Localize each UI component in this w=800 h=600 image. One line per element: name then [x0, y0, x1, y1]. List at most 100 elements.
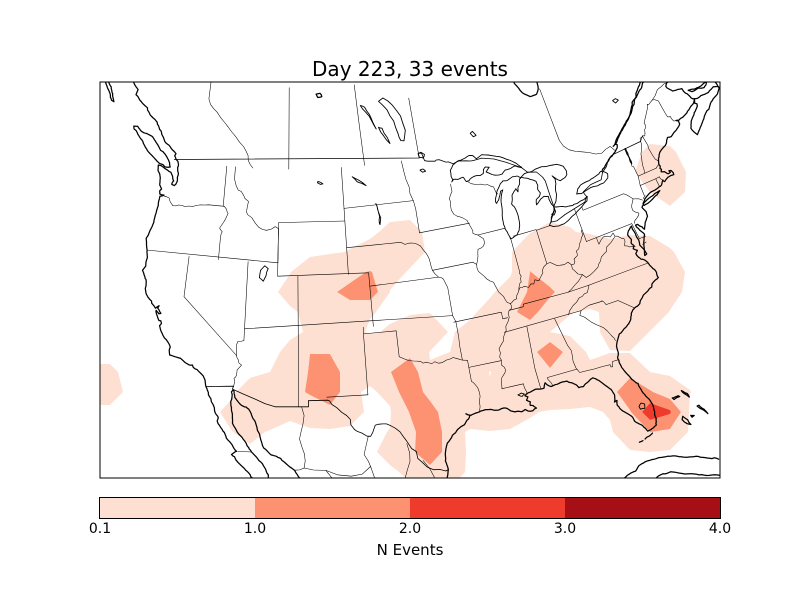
canadian-province-lines	[408, 97, 419, 154]
us-state-lines	[510, 236, 522, 291]
us-state-lines	[546, 261, 572, 266]
us-state-lines	[576, 359, 619, 373]
us-state-lines	[632, 198, 643, 201]
us-state-lines	[467, 181, 499, 195]
us-state-lines	[452, 315, 463, 361]
lakes	[317, 180, 324, 185]
lakes	[378, 126, 391, 144]
country-borders	[551, 196, 587, 223]
coastlines	[601, 143, 618, 172]
us-state-lines	[580, 300, 635, 311]
lakes	[419, 168, 427, 173]
us-state-lines	[398, 356, 463, 364]
us-state-lines	[343, 200, 414, 209]
us-state-lines	[579, 310, 616, 341]
coastlines	[104, 82, 115, 103]
us-state-lines	[501, 383, 528, 395]
us-state-lines	[363, 330, 400, 358]
us-state-lines	[448, 183, 453, 211]
canadian-province-lines	[353, 84, 365, 166]
us-state-lines	[582, 236, 616, 278]
us-state-lines	[504, 310, 582, 333]
us-state-lines	[183, 256, 237, 356]
mexican-state-lines	[363, 435, 371, 467]
lakes	[469, 130, 477, 138]
us-state-lines	[401, 160, 414, 201]
us-state-lines	[147, 249, 279, 264]
us-state-lines	[471, 380, 481, 412]
lakes	[449, 154, 523, 183]
coastlines	[639, 483, 647, 489]
coastlines	[675, 98, 696, 122]
us-state-lines	[536, 225, 550, 231]
us-state-lines	[536, 230, 548, 264]
colorbar-tick-1.0: 1.0	[243, 521, 267, 537]
country-borders	[173, 152, 474, 165]
us-state-lines	[568, 284, 590, 315]
mexican-state-lines	[303, 466, 371, 477]
country-borders	[602, 141, 641, 173]
plot-title: Day 223, 33 events	[312, 57, 508, 81]
us-state-lines	[554, 318, 578, 370]
us-state-lines	[462, 359, 472, 382]
lakes	[351, 176, 367, 187]
us-state-lines	[277, 228, 279, 264]
us-state-lines	[234, 166, 279, 231]
contour-band-2.0-3.0	[642, 403, 671, 420]
country-borders	[205, 385, 449, 472]
us-state-lines	[510, 289, 520, 304]
us-state-lines	[571, 264, 583, 275]
us-state-lines	[451, 209, 512, 389]
country-borders	[583, 172, 603, 193]
coastlines	[315, 92, 323, 99]
us-state-lines	[547, 377, 554, 387]
coastlines	[444, 119, 681, 478]
us-state-lines	[586, 223, 632, 242]
mexican-state-lines	[370, 466, 375, 478]
us-state-lines	[453, 311, 508, 323]
coastlines	[671, 395, 681, 401]
coastlines	[690, 414, 695, 418]
lakes	[375, 203, 382, 226]
us-state-lines	[222, 165, 228, 207]
country-borders	[520, 167, 555, 207]
us-state-lines	[581, 193, 634, 211]
canadian-province-lines	[643, 99, 653, 134]
colorbar-segment-0.1-1.0	[100, 498, 255, 518]
lakes	[612, 98, 619, 104]
mexican-state-lines	[237, 451, 253, 453]
us-state-lines	[158, 193, 225, 207]
map-frame	[99, 81, 721, 479]
coastlines	[690, 85, 720, 136]
coastlines	[513, 82, 539, 98]
colorbar-segment-2.0-3.0	[410, 498, 565, 518]
coastlines	[714, 82, 720, 89]
us-state-lines	[419, 222, 470, 234]
lakes	[517, 392, 525, 397]
us-state-lines	[571, 229, 584, 266]
us-state-lines	[413, 200, 420, 234]
lakes	[495, 175, 522, 240]
us-state-lines	[477, 227, 506, 236]
lakes	[548, 195, 588, 228]
lakes	[638, 402, 646, 410]
contour-band-1.0-2.0	[305, 271, 681, 465]
us-state-lines	[547, 368, 578, 378]
us-state-lines	[596, 232, 636, 248]
coastlines	[653, 471, 720, 478]
lakes	[624, 147, 633, 165]
lakes	[258, 265, 269, 282]
coastlines	[613, 82, 642, 146]
us-state-lines	[468, 360, 502, 368]
us-state-lines	[277, 272, 369, 277]
coastlines	[696, 404, 709, 415]
colorbar-outline	[99, 497, 721, 519]
colorbar-tick-0.1: 0.1	[88, 521, 112, 537]
us-state-lines	[432, 261, 477, 271]
canadian-province-lines	[651, 99, 677, 122]
us-state-lines	[631, 198, 640, 224]
lakes	[576, 170, 609, 195]
mexican-state-lines	[299, 406, 306, 469]
us-state-lines	[640, 135, 660, 162]
